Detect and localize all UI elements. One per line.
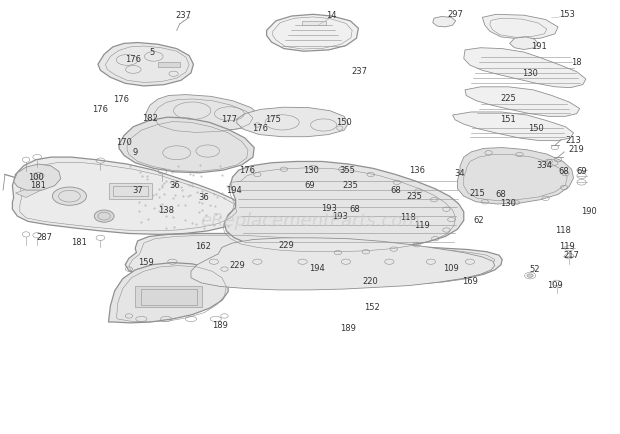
Polygon shape (464, 48, 586, 88)
Text: 176: 176 (252, 125, 268, 133)
Text: 69: 69 (576, 167, 587, 176)
Polygon shape (16, 184, 46, 197)
Text: 119: 119 (414, 221, 430, 230)
Text: 34: 34 (454, 169, 466, 178)
Text: 151: 151 (500, 115, 516, 124)
Polygon shape (465, 87, 580, 116)
Text: 182: 182 (142, 114, 158, 122)
Ellipse shape (94, 210, 114, 222)
Text: 193: 193 (321, 204, 337, 213)
Ellipse shape (52, 187, 86, 205)
Text: 5: 5 (149, 48, 154, 56)
Polygon shape (458, 148, 574, 204)
Text: 181: 181 (71, 238, 87, 247)
Polygon shape (237, 107, 348, 137)
Text: 36: 36 (169, 181, 180, 190)
Text: 100: 100 (28, 173, 44, 181)
Polygon shape (224, 161, 464, 250)
Text: eReplacementParts.com: eReplacementParts.com (200, 212, 420, 230)
Text: 177: 177 (221, 115, 237, 124)
Text: 68: 68 (349, 205, 360, 214)
Text: 176: 176 (239, 166, 255, 174)
Text: 189: 189 (340, 325, 356, 333)
Polygon shape (158, 62, 180, 67)
Text: 52: 52 (529, 266, 539, 274)
Text: 287: 287 (37, 233, 53, 242)
Text: 37: 37 (132, 186, 143, 194)
Text: 119: 119 (559, 242, 575, 251)
Text: 176: 176 (113, 95, 129, 104)
Ellipse shape (36, 174, 41, 178)
Text: 237: 237 (175, 11, 191, 20)
Text: 118: 118 (400, 213, 416, 221)
Text: 355: 355 (339, 166, 355, 174)
Polygon shape (98, 43, 193, 86)
Text: 62: 62 (473, 216, 484, 225)
Text: 194: 194 (309, 264, 326, 273)
Text: 68: 68 (390, 186, 401, 194)
Text: 136: 136 (409, 166, 425, 174)
Text: 194: 194 (226, 187, 242, 195)
Text: 235: 235 (342, 181, 358, 190)
Text: 109: 109 (547, 281, 563, 290)
Polygon shape (433, 16, 456, 27)
Polygon shape (191, 238, 495, 290)
Polygon shape (510, 37, 538, 49)
Text: 130: 130 (522, 69, 538, 78)
Text: 220: 220 (363, 277, 379, 286)
Text: 152: 152 (364, 303, 380, 312)
Ellipse shape (527, 274, 533, 277)
Text: 219: 219 (569, 145, 585, 154)
Text: 169: 169 (462, 277, 478, 286)
Text: 191: 191 (531, 42, 547, 51)
Text: 225: 225 (500, 94, 516, 103)
Text: 176: 176 (92, 105, 108, 114)
Polygon shape (14, 164, 61, 190)
Text: 215: 215 (469, 189, 485, 197)
Text: 176: 176 (125, 56, 141, 64)
Text: 237: 237 (352, 67, 368, 76)
Text: 162: 162 (195, 242, 211, 251)
Text: 150: 150 (336, 118, 352, 127)
Polygon shape (108, 183, 152, 199)
Polygon shape (125, 233, 502, 288)
Text: 138: 138 (158, 206, 174, 215)
Text: 190: 190 (581, 207, 597, 216)
Text: 118: 118 (555, 227, 571, 235)
Polygon shape (146, 95, 259, 132)
Text: 18: 18 (571, 59, 582, 67)
Text: 130: 130 (303, 166, 319, 174)
Polygon shape (108, 263, 228, 323)
Text: 229: 229 (278, 241, 294, 250)
Text: 68: 68 (559, 167, 570, 176)
Text: 181: 181 (30, 181, 46, 190)
Text: 68: 68 (495, 190, 507, 199)
Polygon shape (135, 286, 202, 307)
Polygon shape (12, 157, 245, 234)
Text: 229: 229 (229, 261, 245, 270)
Text: 159: 159 (138, 258, 154, 267)
Text: 213: 213 (565, 136, 582, 145)
Text: 235: 235 (406, 192, 422, 201)
Polygon shape (482, 14, 558, 39)
Text: 334: 334 (536, 161, 552, 170)
Polygon shape (119, 117, 254, 173)
Text: 109: 109 (443, 264, 459, 273)
Polygon shape (453, 112, 574, 141)
Text: 217: 217 (564, 251, 580, 260)
Polygon shape (267, 14, 358, 51)
Text: 153: 153 (559, 10, 575, 19)
Text: 14: 14 (327, 11, 337, 20)
Text: 170: 170 (116, 138, 132, 147)
Text: 69: 69 (304, 181, 316, 190)
Polygon shape (302, 21, 326, 25)
Text: 150: 150 (528, 124, 544, 132)
Text: 193: 193 (332, 212, 348, 220)
Text: 36: 36 (198, 193, 209, 202)
Text: 175: 175 (265, 115, 281, 124)
Text: 9: 9 (133, 148, 138, 157)
Text: 189: 189 (212, 321, 228, 330)
Text: 297: 297 (448, 10, 464, 19)
Text: 130: 130 (500, 200, 516, 208)
